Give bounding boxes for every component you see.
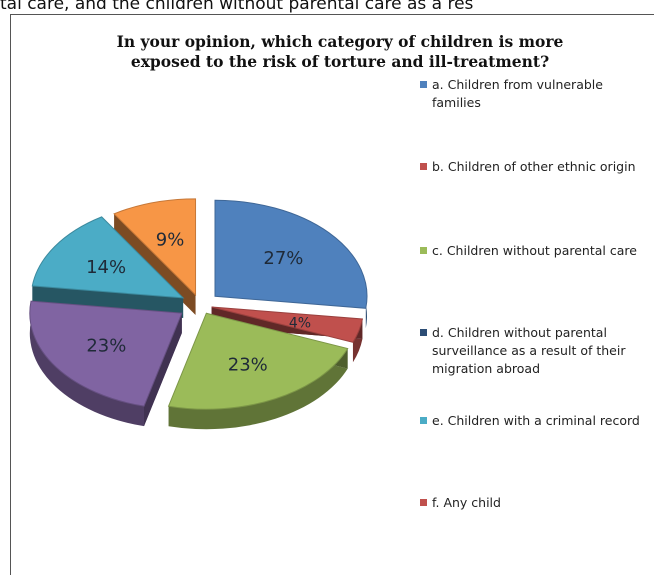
pie-slice-0 xyxy=(214,199,368,309)
slice-side-3 xyxy=(29,301,182,427)
slice-label-3: 23% xyxy=(86,336,126,357)
pie-slice-4 xyxy=(31,216,185,299)
legend-label-3: d. Children without parental surveillanc… xyxy=(432,325,626,376)
slice-label-1: 4% xyxy=(289,315,311,331)
pie-slice-3 xyxy=(29,300,183,407)
legend-label-0: a. Children from vulnerable families xyxy=(432,77,603,110)
page-top-text: tal care, and the children without paren… xyxy=(0,0,474,14)
legend-swatch-1 xyxy=(420,163,427,170)
slice-wall-3 xyxy=(144,313,182,427)
pie-chart: 27% 4% 23% 23% 14% 9% xyxy=(29,198,368,430)
legend-label-5: f. Any child xyxy=(432,495,501,510)
slice-label-4: 14% xyxy=(86,257,126,278)
legend-label-4: e. Children with a criminal record xyxy=(432,413,640,428)
chart-title-line-1: In your opinion, which category of child… xyxy=(116,32,564,51)
legend-swatch-5 xyxy=(420,499,427,506)
pie-tops xyxy=(29,198,368,410)
pie-slice-5 xyxy=(113,198,197,297)
slice-label-2: 23% xyxy=(228,355,268,376)
slice-label-0: 27% xyxy=(263,248,303,269)
legend-swatch-3 xyxy=(420,329,427,336)
chart-title: In your opinion, which category of child… xyxy=(60,32,620,72)
legend-label-1: b. Children of other ethnic origin xyxy=(432,159,636,174)
slice-label-5: 9% xyxy=(156,230,185,251)
legend-swatch-0 xyxy=(420,81,427,88)
legend-swatch-4 xyxy=(420,417,427,424)
pie-slice-2 xyxy=(167,312,349,410)
pie-labels: 27% 4% 23% 23% 14% 9% xyxy=(86,230,311,376)
legend-swatch-2 xyxy=(420,247,427,254)
chart-title-line-2: exposed to the risk of torture and ill-t… xyxy=(130,52,550,71)
pie-slice-1 xyxy=(211,306,364,343)
legend-label-2: c. Children without parental care xyxy=(432,243,637,258)
